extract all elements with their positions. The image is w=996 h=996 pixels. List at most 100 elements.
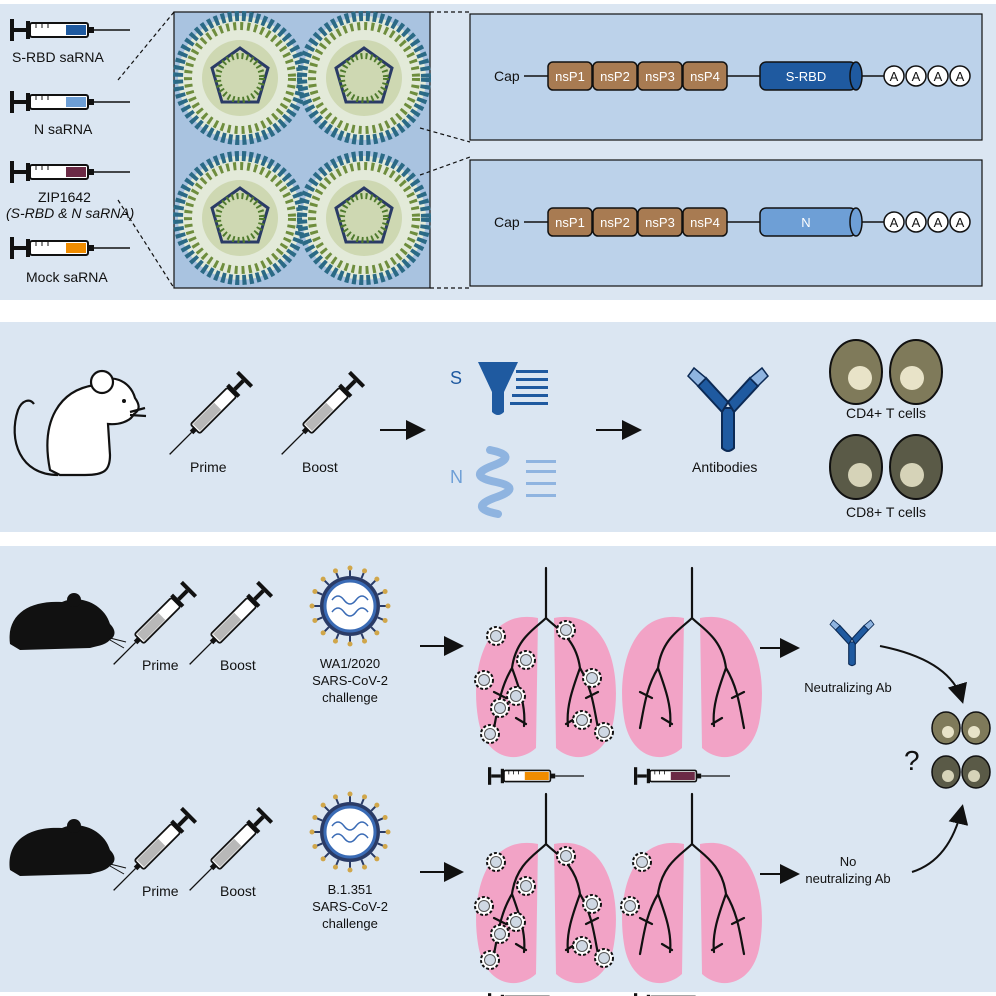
- lung-virus-icon: [582, 668, 602, 688]
- prime-label: Prime: [142, 657, 179, 673]
- lung-virus-icon: [516, 876, 536, 896]
- nsp-label: nsP1: [555, 69, 585, 84]
- polya-base: A: [905, 211, 927, 233]
- s-antigen-icon: [478, 362, 548, 415]
- lung-virus-icon: [582, 894, 602, 914]
- polya-base: A: [949, 65, 971, 87]
- hamster-ear: [67, 593, 81, 607]
- lung-virus-icon: [506, 912, 526, 932]
- polya-base: A: [927, 211, 949, 233]
- nsp-segment: nsP1: [547, 61, 593, 91]
- nsp-segment: nsP4: [682, 61, 728, 91]
- challenge-row: Prime Boost B.1.351 SARS-CoV-2 challenge No ne…: [9, 791, 891, 996]
- lung-virus-icon: [506, 686, 526, 706]
- nsp-label: nsP2: [600, 69, 630, 84]
- nsp-label: nsP3: [645, 69, 675, 84]
- sars-cov-2-virion-icon: [309, 565, 391, 647]
- insert-gene: S-RBD: [759, 61, 863, 91]
- lung-virus-icon: [556, 620, 576, 640]
- construct-box: Cap nsP1 nsP2 nsP3 nsP4 N A A A A: [469, 159, 983, 287]
- n-antigen-lines: [526, 460, 556, 497]
- nsp-label: nsP4: [690, 215, 720, 230]
- lung-virus-icon: [490, 924, 510, 944]
- lnp-particle: [178, 156, 302, 280]
- lung-virus-icon: [480, 724, 500, 744]
- treatment-syringe: [633, 766, 731, 786]
- n-antigen-label: N: [450, 467, 463, 487]
- hamster-icon: [9, 825, 115, 876]
- nsp-segment: nsP3: [637, 207, 683, 237]
- svg-text:A: A: [890, 69, 899, 84]
- nsp-segment: nsP3: [637, 61, 683, 91]
- challenge-label: challenge: [322, 916, 378, 931]
- sars-cov-2-virion-icon: [309, 791, 391, 873]
- boost-label: Boost: [220, 883, 256, 899]
- nsp-segment: nsP2: [592, 61, 638, 91]
- outcome-label: neutralizing Ab: [805, 871, 890, 886]
- syringe-zip1642: [9, 160, 131, 184]
- lnp-particle: [302, 16, 426, 140]
- infected-lungs: [474, 792, 616, 996]
- syringe-zip1642-label: ZIP1642: [38, 189, 91, 205]
- lung-virus-icon: [474, 896, 494, 916]
- challenge-label: B.1.351: [328, 882, 373, 897]
- t-cell-cluster: [931, 711, 991, 789]
- cd4-t-cell: [829, 339, 883, 405]
- n-antigen-icon: [476, 446, 514, 518]
- polya-base: A: [883, 65, 905, 87]
- cap-label: Cap: [494, 68, 520, 84]
- nsp-segment: nsP4: [682, 207, 728, 237]
- hamster-ear: [67, 819, 81, 833]
- cd4-label: CD4+ T cells: [846, 405, 926, 421]
- challenge-label: challenge: [322, 690, 378, 705]
- boost-label: Boost: [302, 459, 338, 475]
- insert-label: N: [801, 215, 810, 230]
- nsp-segment: nsP1: [547, 207, 593, 237]
- zoom-lines-left: [117, 11, 175, 289]
- polya-base: A: [883, 211, 905, 233]
- cd8-label: CD8+ T cells: [846, 504, 926, 520]
- construct-box: Cap nsP1 nsP2 nsP3 nsP4 S-RBD A A A A: [469, 13, 983, 141]
- lnp-particle: [302, 156, 426, 280]
- challenge-label: WA1/2020: [320, 656, 380, 671]
- lung-virus-icon: [480, 950, 500, 970]
- lung-virus-icon: [490, 698, 510, 718]
- protected-lungs: [620, 792, 762, 996]
- outcome-label: No: [840, 854, 857, 869]
- syringe-n-label: N saRNA: [34, 121, 93, 137]
- nsp-label: nsP4: [690, 69, 720, 84]
- svg-text:A: A: [934, 215, 943, 230]
- polya-base: A: [905, 65, 927, 87]
- cd4-t-cell: [889, 339, 943, 405]
- nsp-segment: nsP2: [592, 207, 638, 237]
- svg-text:A: A: [956, 69, 965, 84]
- hamster-icon: [9, 599, 115, 650]
- arrow: [879, 645, 967, 704]
- svg-text:A: A: [956, 215, 965, 230]
- lung-virus-icon: [486, 626, 506, 646]
- lung-virus-icon: [556, 846, 576, 866]
- lung-virus-icon: [474, 670, 494, 690]
- challenge-label: SARS-CoV-2: [312, 899, 388, 914]
- cd8-t-cell: [889, 434, 943, 500]
- polya-base: A: [949, 211, 971, 233]
- question-mark: ?: [904, 745, 920, 776]
- insert-gene: N: [759, 207, 863, 237]
- svg-text:A: A: [912, 215, 921, 230]
- syringe-mock-label: Mock saRNA: [26, 269, 108, 285]
- challenge-label: SARS-CoV-2: [312, 673, 388, 688]
- boost-label: Boost: [220, 657, 256, 673]
- syringe-s-rbd-label: S-RBD saRNA: [12, 49, 104, 65]
- lung-virus-icon: [620, 896, 640, 916]
- mouse-icon: [13, 369, 147, 477]
- lung-virus-icon: [594, 722, 614, 742]
- nsp-label: nsP1: [555, 215, 585, 230]
- lung-virus-icon: [516, 650, 536, 670]
- svg-text:A: A: [912, 69, 921, 84]
- lung-virus-icon: [572, 710, 592, 730]
- cap-label: Cap: [494, 214, 520, 230]
- lung-virus-icon: [594, 948, 614, 968]
- lnp-particle: [178, 16, 302, 140]
- antibodies-label: Antibodies: [692, 459, 757, 475]
